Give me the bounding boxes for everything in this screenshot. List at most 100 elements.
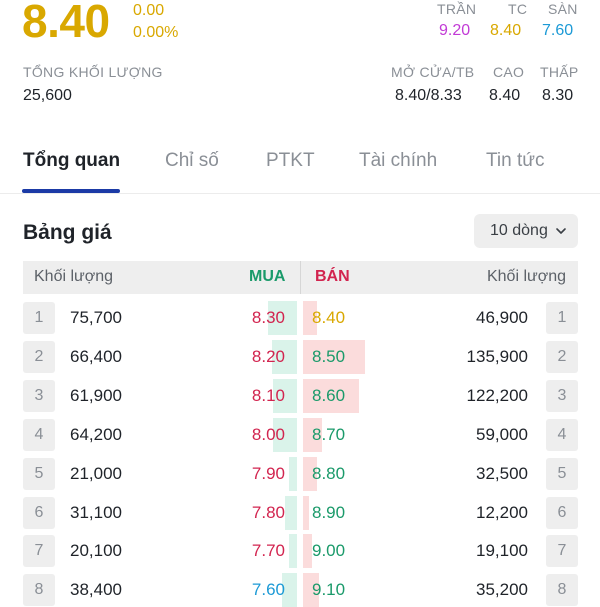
- sell-volume: 19,100: [476, 541, 528, 560]
- floor-label: SÀN: [548, 1, 578, 17]
- rows-count-value: 10 dòng: [490, 222, 548, 239]
- sell-volume-bar: [303, 379, 359, 413]
- buy-level-number: 1: [23, 302, 55, 334]
- sell-volume: 32,500: [476, 464, 528, 483]
- sell-volume: 122,200: [466, 386, 528, 405]
- sell-level-number: 7: [546, 535, 578, 567]
- sell-price[interactable]: 8.40: [312, 308, 346, 327]
- sell-volume: 59,000: [476, 425, 528, 444]
- ceiling-label: TRẦN: [437, 1, 477, 17]
- order-book-row[interactable]: 2 66,400 8.20 8.50 135,900 2: [23, 340, 578, 374]
- buy-volume: 38,400: [70, 580, 122, 599]
- sell-volume: 12,200: [476, 503, 528, 522]
- sell-level-number: 2: [546, 341, 578, 373]
- buy-price[interactable]: 7.60: [251, 580, 285, 599]
- sell-price[interactable]: 8.50: [312, 347, 346, 366]
- buy-volume-bar: [272, 340, 297, 374]
- sell-volume-bar: [303, 301, 317, 335]
- sell-volume-bar: [303, 573, 319, 607]
- buy-price[interactable]: 8.00: [251, 425, 285, 444]
- buy-volume: 64,200: [70, 425, 122, 444]
- sell-volume: 46,900: [476, 308, 528, 327]
- buy-level-number: 4: [23, 419, 55, 451]
- tab-news[interactable]: Tin tức: [486, 150, 545, 171]
- current-price: 8.40: [22, 0, 110, 47]
- ceiling-price: 9.20: [439, 22, 471, 39]
- sell-volume-bar: [303, 496, 309, 530]
- buy-volume-bar: [289, 534, 297, 568]
- buy-level-number: 3: [23, 380, 55, 412]
- buy-volume: 75,700: [70, 308, 122, 327]
- tab-indices[interactable]: Chỉ số: [165, 150, 219, 171]
- buy-volume-bar: [273, 418, 297, 452]
- buy-volume: 21,000: [70, 464, 122, 483]
- buy-volume-bar: [268, 301, 297, 335]
- buy-volume-bar: [285, 496, 297, 530]
- order-book-row[interactable]: 5 21,000 7.90 8.80 32,500 5: [23, 457, 578, 491]
- total-volume-label: TỔNG KHỐI LƯỢNG: [23, 64, 163, 80]
- rows-count-dropdown[interactable]: 10 dòng: [474, 214, 578, 248]
- buy-volume: 20,100: [70, 541, 122, 560]
- order-book-row[interactable]: 8 38,400 7.60 9.10 35,200 8: [23, 573, 578, 607]
- buy-volume-header: Khối lượng: [34, 268, 114, 285]
- order-book-row[interactable]: 7 20,100 7.70 9.00 19,100 7: [23, 534, 578, 568]
- header-divider: [300, 261, 301, 294]
- sell-level-number: 6: [546, 497, 578, 529]
- low-value: 8.30: [542, 87, 574, 104]
- active-tab-indicator: [22, 189, 120, 193]
- total-volume: 25,600: [23, 87, 72, 104]
- tab-financials[interactable]: Tài chính: [359, 150, 438, 171]
- sell-price[interactable]: 8.70: [312, 425, 346, 444]
- buy-price[interactable]: 7.70: [251, 541, 285, 560]
- sell-volume-bar: [303, 534, 312, 568]
- order-book-row[interactable]: 4 64,200 8.00 8.70 59,000 4: [23, 418, 578, 452]
- price-change-percent: 0.00%: [133, 24, 179, 41]
- sell-level-number: 5: [546, 458, 578, 490]
- reference-label: TC: [508, 1, 528, 17]
- price-board-title: Bảng giá: [23, 221, 112, 244]
- tab-overview[interactable]: Tổng quan: [23, 150, 121, 171]
- buy-volume-bar: [273, 379, 297, 413]
- sell-header: BÁN: [315, 268, 350, 285]
- sell-price[interactable]: 9.10: [312, 580, 346, 599]
- sell-price[interactable]: 8.90: [312, 503, 346, 522]
- buy-price[interactable]: 7.80: [251, 503, 285, 522]
- buy-volume: 66,400: [70, 347, 122, 366]
- order-book-header: Khối lượng MUA BÁN Khối lượng: [23, 261, 578, 294]
- sell-volume: 35,200: [476, 580, 528, 599]
- buy-level-number: 7: [23, 535, 55, 567]
- sell-level-number: 1: [546, 302, 578, 334]
- high-label: CAO: [493, 64, 525, 80]
- buy-header: MUA: [249, 268, 286, 285]
- buy-price[interactable]: 7.90: [251, 464, 285, 483]
- floor-price: 7.60: [542, 22, 574, 39]
- buy-price[interactable]: 8.20: [251, 347, 285, 366]
- chevron-down-icon: [556, 228, 566, 234]
- buy-price[interactable]: 8.30: [251, 308, 285, 327]
- sell-volume: 135,900: [466, 347, 528, 366]
- buy-level-number: 5: [23, 458, 55, 490]
- sell-price[interactable]: 8.80: [312, 464, 346, 483]
- order-book-row[interactable]: 3 61,900 8.10 8.60 122,200 3: [23, 379, 578, 413]
- buy-volume-bar: [282, 573, 297, 607]
- sell-price[interactable]: 8.60: [312, 386, 346, 405]
- tab-technical-analysis[interactable]: PTKT: [266, 150, 315, 171]
- tabs-divider: [0, 193, 600, 194]
- sell-level-number: 4: [546, 419, 578, 451]
- high-value: 8.40: [489, 87, 521, 104]
- sell-volume-bar: [303, 457, 317, 491]
- reference-price: 8.40: [490, 22, 522, 39]
- buy-volume: 61,900: [70, 386, 122, 405]
- sell-level-number: 3: [546, 380, 578, 412]
- order-book-row[interactable]: 1 75,700 8.30 8.40 46,900 1: [23, 301, 578, 335]
- buy-level-number: 8: [23, 574, 55, 606]
- open-avg-label: MỞ CỬA/TB: [391, 64, 475, 80]
- sell-price[interactable]: 9.00: [312, 541, 346, 560]
- buy-volume-bar: [289, 457, 297, 491]
- low-label: THẤP: [540, 64, 579, 80]
- buy-price[interactable]: 8.10: [251, 386, 285, 405]
- buy-level-number: 6: [23, 497, 55, 529]
- order-book-row[interactable]: 6 31,100 7.80 8.90 12,200 6: [23, 496, 578, 530]
- sell-volume-bar: [303, 418, 322, 452]
- open-avg-value: 8.40/8.33: [395, 87, 462, 104]
